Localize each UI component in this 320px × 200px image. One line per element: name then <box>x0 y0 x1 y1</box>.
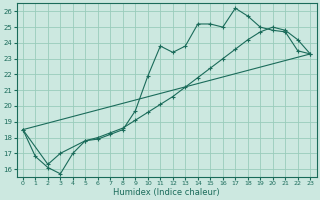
X-axis label: Humidex (Indice chaleur): Humidex (Indice chaleur) <box>113 188 220 197</box>
